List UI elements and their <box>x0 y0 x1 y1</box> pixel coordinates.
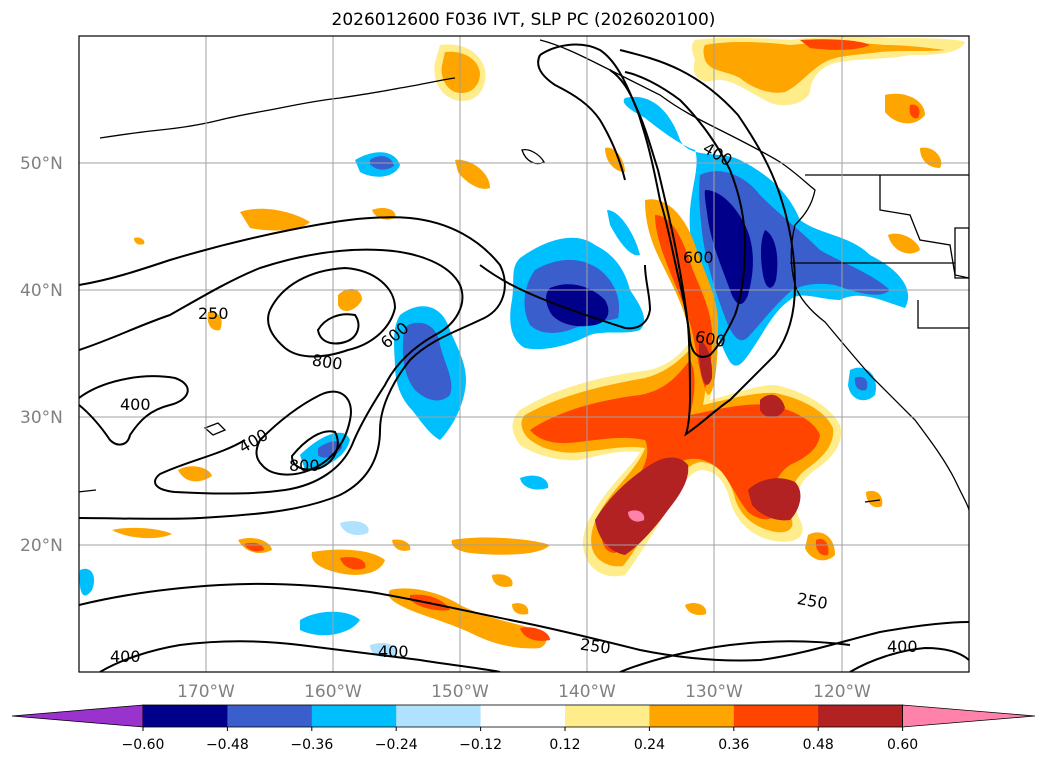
contour-label: 400 <box>110 647 141 666</box>
lat-label-40n: 40°N <box>20 281 63 301</box>
colorbar-segment <box>480 705 566 727</box>
colorbar-segment <box>311 705 397 727</box>
colorbar-tick-label: −0.36 <box>290 737 333 753</box>
contour-label: 400 <box>120 395 151 414</box>
slp-contours <box>79 43 969 672</box>
map-border <box>78 35 970 673</box>
colorbar-segment <box>565 705 650 727</box>
contour-label: 800 <box>289 456 320 475</box>
colorbar-tick-label: 0.12 <box>549 737 580 753</box>
colorbar-segment <box>143 705 228 727</box>
contour-label: 800 <box>311 351 344 374</box>
lon-label-130w: 130°W <box>685 682 743 702</box>
contour-label: 400 <box>887 637 918 656</box>
contour-label: 250 <box>579 635 612 658</box>
lat-label-30n: 30°N <box>20 408 63 428</box>
colorbar-tick-label: −0.12 <box>459 737 502 753</box>
colorbar-segment <box>818 705 904 727</box>
colorbar-tick-label: 0.36 <box>718 737 749 753</box>
colorbar-tick-label: −0.48 <box>206 737 249 753</box>
colorbar-segment <box>227 705 313 727</box>
lon-label-160w: 160°W <box>304 682 362 702</box>
lat-label-20n: 20°N <box>20 536 63 556</box>
lon-label-140w: 140°W <box>558 682 616 702</box>
colorbar-segment <box>649 705 735 727</box>
lat-label-50n: 50°N <box>20 154 63 174</box>
colorbar-tick-label: 0.60 <box>887 737 918 753</box>
longitude-labels: 170°W 160°W 150°W 140°W 130°W 120°W <box>177 682 871 702</box>
negative-ivt-shading <box>79 96 909 657</box>
contour-label: 600 <box>683 248 714 267</box>
colorbar-tick-label: −0.24 <box>375 737 418 753</box>
colorbar-tick-label: 0.48 <box>803 737 834 753</box>
colorbar-tick-label: −0.60 <box>122 737 165 753</box>
contour-label: 250 <box>198 304 229 323</box>
colorbar-border <box>142 704 903 728</box>
lon-label-120w: 120°W <box>813 682 871 702</box>
map-frame <box>79 36 969 672</box>
colorbar-segment <box>733 705 819 727</box>
plot-title: 2026012600 F036 IVT, SLP PC (2026020100) <box>331 10 716 30</box>
colorbar-extend-right <box>902 704 1036 728</box>
lon-label-150w: 150°W <box>431 682 489 702</box>
coastlines <box>79 39 969 511</box>
latitude-labels: 50°N 40°N 30°N 20°N <box>20 154 63 556</box>
colorbar-tick-label: 0.24 <box>634 737 665 753</box>
colorbar: −0.60 −0.48 −0.36 −0.24 −0.12 0.12 0.24 0.36 0.4… <box>11 704 1036 753</box>
colorbar-segment <box>396 705 482 727</box>
contour-label: 400 <box>378 642 409 661</box>
colorbar-extend-left <box>11 704 144 728</box>
lon-label-170w: 170°W <box>177 682 235 702</box>
